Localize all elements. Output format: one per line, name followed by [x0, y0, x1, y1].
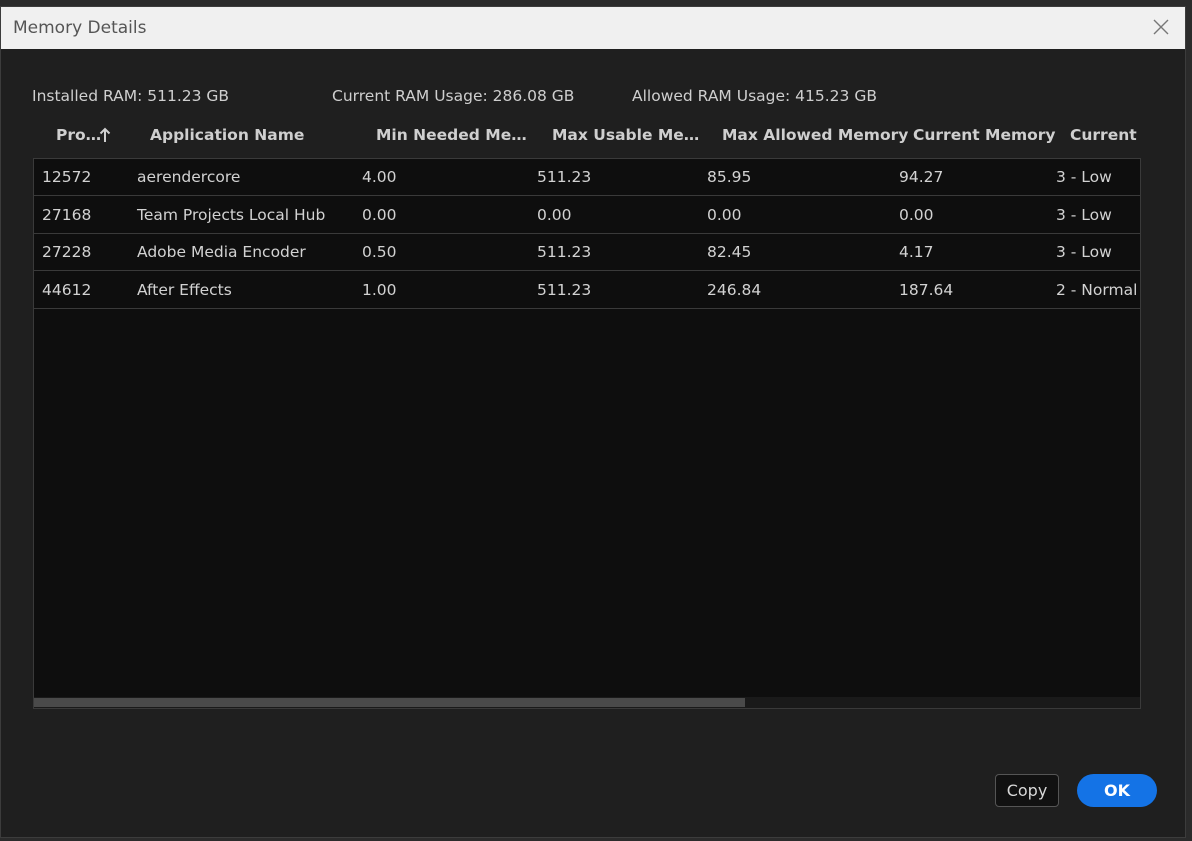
- copy-button[interactable]: Copy: [995, 774, 1059, 807]
- table-cell: 246.84: [707, 280, 762, 299]
- column-header[interactable]: Max Allowed Memory: [722, 126, 909, 144]
- table-cell: 187.64: [899, 280, 954, 299]
- table-cell: 3 - Low: [1056, 205, 1112, 224]
- table-row[interactable]: 44612 After Effects 1.00 511.23 246.84 187.64…: [34, 272, 1140, 309]
- column-header[interactable]: Application Name: [150, 126, 305, 144]
- table-cell: 3 - Low: [1056, 243, 1112, 261]
- table-cell: 85.95: [707, 168, 752, 186]
- table-cell: 27168: [42, 205, 92, 224]
- table: 12572 aerendercore 4.00 511.23 85.95 94.27 3 -…: [33, 158, 1141, 709]
- table-cell: Adobe Media Encoder: [137, 243, 306, 261]
- table-cell: 4.00: [362, 168, 397, 186]
- column-header[interactable]: Max Usable Me…: [552, 126, 700, 144]
- scroll-thumb[interactable]: [34, 698, 745, 707]
- installed-ram: Installed RAM: 511.23 GB: [32, 87, 230, 105]
- allowed-ram: Allowed RAM Usage: 415.23 GB: [632, 87, 877, 105]
- ok-button[interactable]: OK: [1077, 774, 1157, 807]
- table-cell: 0.00: [537, 205, 572, 224]
- table-cell: 3 - Low: [1056, 168, 1112, 186]
- table-cell: 0.00: [362, 205, 397, 224]
- table-cell: 27228: [42, 243, 92, 261]
- scrollbar[interactable]: [34, 697, 1140, 708]
- table-cell: 82.45: [707, 243, 752, 261]
- table-row[interactable]: 27168 Team Projects Local Hub 0.00 0.00 0.00…: [34, 197, 1140, 234]
- table-row[interactable]: 27228 Adobe Media Encoder 0.50 511.23 82.45 4…: [34, 234, 1140, 271]
- table-cell: 511.23: [537, 280, 592, 299]
- table-cell: 94.27: [899, 168, 944, 186]
- table-cell: 4.17: [899, 243, 934, 261]
- table-cell: 0.00: [899, 205, 934, 224]
- table-cell: 12572: [42, 168, 92, 186]
- column-header[interactable]: Current P: [1070, 126, 1141, 144]
- table-header: Pro… Application Name Min Needed Me… Max Us…: [1, 7, 1141, 167]
- table-cell: aerendercore: [137, 168, 241, 186]
- sort-arrow: [99, 127, 111, 142]
- column-header[interactable]: Pro…: [56, 126, 102, 144]
- current-ram: Current RAM Usage: 286.08 GB: [332, 87, 575, 105]
- table-cell: After Effects: [137, 280, 232, 299]
- table-cell: Team Projects Local Hub: [137, 205, 326, 224]
- table-cell: 511.23: [537, 243, 592, 261]
- table-cell: 511.23: [537, 168, 592, 186]
- table-cell: 0.00: [707, 205, 742, 224]
- dialog-title: Memory Details: [13, 18, 147, 38]
- table-cell: 0.50: [362, 243, 397, 261]
- table-cell: 1.00: [362, 280, 397, 299]
- close-button[interactable]: [1153, 19, 1169, 35]
- table-row[interactable]: 12572 aerendercore 4.00 511.23 85.95 94.27 3 -…: [34, 159, 1140, 196]
- column-header[interactable]: Min Needed Me…: [376, 126, 527, 144]
- column-header[interactable]: Current Memory: [913, 126, 1056, 144]
- table-cell: 44612: [42, 280, 92, 299]
- title-bar: Memory Details: [1, 7, 1185, 49]
- table-cell: 2 - Normal: [1056, 280, 1138, 299]
- dialog: Memory Details Installed RAM: 511.23 GB …: [0, 6, 1186, 838]
